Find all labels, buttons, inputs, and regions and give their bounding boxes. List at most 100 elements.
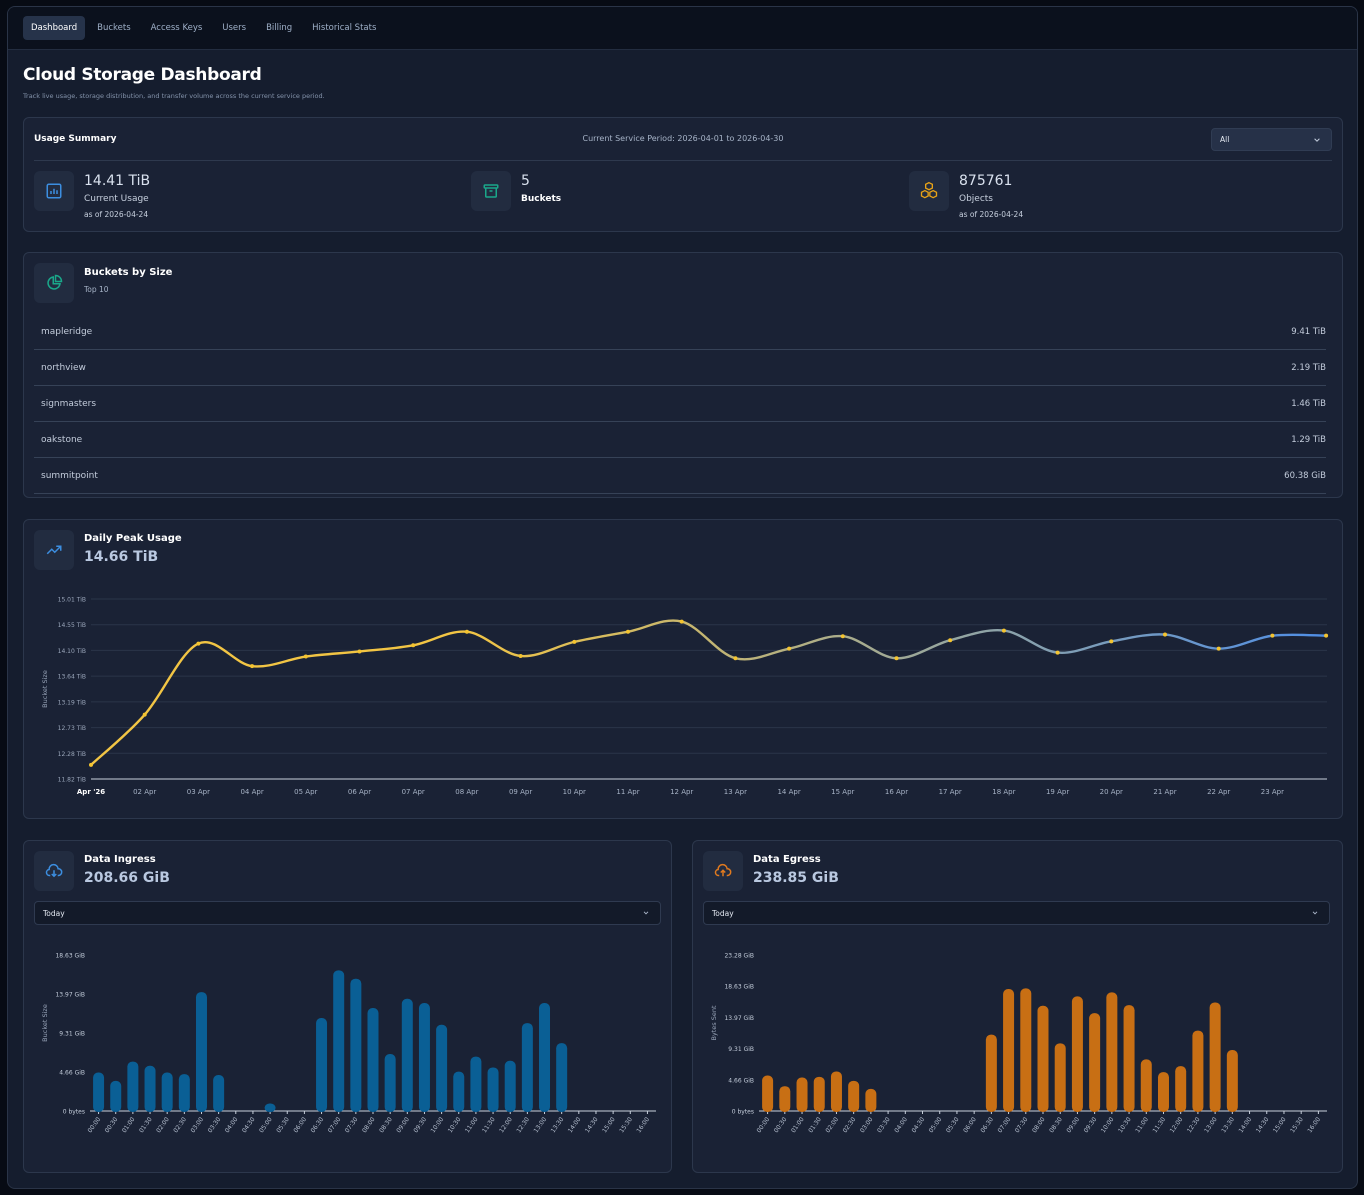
x-tick-label: 14:00 — [1238, 1116, 1254, 1134]
data-ingress-card: Data Ingress 208.66 GiB Today 0 bytes 4.6… — [23, 840, 672, 1173]
x-tick-label: 12 Apr — [670, 788, 693, 796]
y-tick-label: 13.97 GiB — [724, 1015, 754, 1022]
data-point — [894, 656, 899, 661]
chevron-down-icon — [1312, 911, 1318, 915]
egress-range-select[interactable]: Today — [703, 901, 1330, 925]
x-tick-label: 10:30 — [1117, 1116, 1133, 1134]
chevron-down-icon — [1314, 137, 1320, 142]
y-tick-label: 11.82 TiB — [58, 777, 86, 784]
bucket-filter-select[interactable]: All — [1211, 128, 1332, 151]
data-point — [626, 629, 630, 634]
x-tick-label: 02:00 — [155, 1116, 171, 1134]
y-tick-label: 13.19 TiB — [58, 699, 86, 706]
x-tick-label: 05:00 — [928, 1116, 944, 1134]
buckets-by-size-card: Buckets by Size Top 10 mapleridge 9.41 Ti… — [23, 252, 1343, 498]
x-tick-label: 15 Apr — [831, 788, 854, 796]
service-period: Current Service Period: 2026-04-01 to 20… — [582, 134, 784, 143]
bar — [110, 1080, 122, 1112]
x-tick-label: 00:30 — [773, 1116, 789, 1134]
x-tick-label: 01:00 — [790, 1116, 806, 1134]
bar — [93, 1072, 105, 1112]
x-tick-label: 14:30 — [1255, 1116, 1271, 1134]
x-tick-label: 08:00 — [1031, 1116, 1047, 1134]
peak-title: Daily Peak Usage — [84, 533, 182, 544]
y-tick-label: 13.97 GiB — [55, 992, 85, 999]
usage-icon-box — [34, 171, 74, 211]
x-tick-label: 14 Apr — [777, 788, 800, 796]
table-row[interactable]: mapleridge 9.41 TiB — [34, 314, 1326, 350]
tab-buckets[interactable]: Buckets — [97, 23, 131, 33]
table-row[interactable]: oakstone 1.29 TiB — [34, 422, 1326, 458]
y-tick-label: 0 bytes — [63, 1109, 85, 1116]
x-tick-label: 10:00 — [430, 1116, 446, 1134]
objects-count: 875761 — [959, 173, 1013, 189]
y-tick-label: 18.63 GiB — [724, 984, 754, 991]
x-tick-label: 18 Apr — [992, 788, 1015, 796]
bar — [521, 1023, 533, 1112]
data-point — [1109, 639, 1114, 644]
bar — [796, 1077, 808, 1112]
objects-icon-box — [909, 171, 949, 211]
bar — [127, 1061, 139, 1112]
bar-chart-icon — [46, 183, 62, 199]
tab-access-keys[interactable]: Access Keys — [150, 23, 203, 33]
peak-usage-chart: 11.82 TiB 12.28 TiB 12.73 TiB 13.19 TiB 13.6… — [41, 597, 1329, 796]
tab-dashboard[interactable]: Dashboard — [23, 16, 86, 40]
bar — [178, 1074, 190, 1112]
ingress-title: Data Ingress — [84, 854, 156, 865]
ingress-range-select[interactable]: Today — [34, 901, 661, 925]
x-tick-label: 10 Apr — [563, 788, 586, 796]
egress-range-value: Today — [712, 908, 734, 918]
x-tick-label: 00:30 — [104, 1116, 120, 1134]
y-tick-label: 14.55 TiB — [58, 622, 86, 629]
data-point — [1216, 646, 1221, 651]
table-row[interactable]: signmasters 1.46 TiB — [34, 386, 1326, 422]
x-tick-label: 01:30 — [138, 1116, 154, 1134]
trending-up-icon — [46, 545, 62, 555]
buckets-size-icon-box — [34, 263, 74, 303]
peak-icon-box — [34, 530, 74, 570]
x-tick-label: 07:30 — [1014, 1116, 1030, 1134]
x-tick-label: 15:00 — [601, 1116, 617, 1134]
x-tick-label: 00:00 — [87, 1116, 103, 1134]
x-tick-label: 12:00 — [498, 1116, 514, 1134]
data-point — [1163, 632, 1167, 637]
y-tick-label: 12.73 TiB — [58, 725, 86, 732]
bar — [1226, 1050, 1238, 1112]
x-tick-label: 05:30 — [945, 1116, 961, 1134]
bar — [1157, 1072, 1169, 1112]
data-egress-card: Data Egress 238.85 GiB Today 0 bytes 4.66… — [692, 840, 1343, 1173]
x-tick-label: 08:30 — [1048, 1116, 1064, 1134]
bar — [539, 1002, 551, 1112]
tab-historical-stats[interactable]: Historical Stats — [312, 23, 377, 33]
bucket-name: signmasters — [41, 398, 97, 409]
y-tick-label: 12.28 TiB — [58, 751, 86, 758]
y-tick-label: 15.01 TiB — [58, 597, 86, 604]
table-row[interactable]: summitpoint 60.38 GiB — [34, 458, 1326, 494]
tab-users[interactable]: Users — [222, 23, 247, 33]
peak-value: 14.66 TiB — [84, 549, 159, 565]
x-tick-label: 01:00 — [121, 1116, 137, 1134]
cloud-upload-icon — [714, 863, 732, 877]
x-tick-label: 13:00 — [532, 1116, 548, 1134]
bar — [1071, 996, 1083, 1112]
x-tick-label: 02:30 — [842, 1116, 858, 1134]
x-tick-label: 03:30 — [207, 1116, 223, 1134]
bucket-name: mapleridge — [41, 326, 93, 337]
y-tick-label: 9.31 GiB — [59, 1031, 85, 1038]
x-tick-label: 14:30 — [584, 1116, 600, 1134]
x-tick-label: 03:00 — [189, 1116, 205, 1134]
buckets-icon-box — [471, 171, 511, 211]
tab-billing[interactable]: Billing — [266, 23, 293, 33]
x-tick-label: 06:30 — [979, 1116, 995, 1134]
table-row[interactable]: northview 2.19 TiB — [34, 350, 1326, 386]
page-title: Cloud Storage Dashboard — [23, 65, 262, 85]
x-tick-label: 11:00 — [1134, 1116, 1150, 1134]
data-point — [357, 649, 362, 654]
x-tick-label: 11:30 — [481, 1116, 497, 1134]
y-tick-label: 14.10 TiB — [58, 648, 86, 655]
x-tick-label: 16 Apr — [885, 788, 908, 796]
bar — [418, 1002, 430, 1112]
ingress-value: 208.66 GiB — [84, 870, 170, 886]
x-tick-label: 09:30 — [1083, 1116, 1099, 1134]
